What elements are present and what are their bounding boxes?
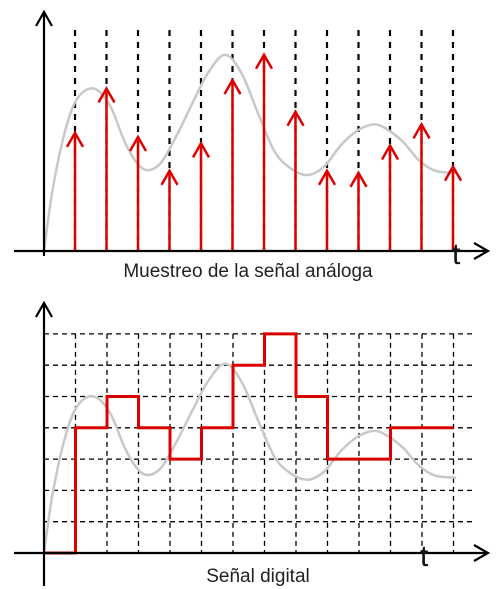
sample-arrowhead [191,140,211,159]
top-t-label: t [452,238,461,271]
sample-arrowhead [254,52,274,70]
bottom-digital-signal [44,332,454,555]
bottom-analog-signal [42,362,457,554]
sample-arrowhead [349,170,368,188]
top-x-arrowhead [473,242,491,260]
top-samples [65,52,463,251]
top-analog-signal [42,53,457,252]
bottom-y-arrowhead [35,300,53,318]
sample-arrowhead [286,109,305,127]
top-caption: Muestreo de la señal análoga [123,261,373,282]
top-y-arrowhead [35,9,53,27]
sample-arrowhead [380,142,400,161]
bottom-panel: t Señal digital [14,300,491,587]
sample-arrowhead [443,164,463,182]
sample-arrowhead [97,86,116,104]
sample-arrowhead [65,130,85,148]
sample-arrowhead [223,77,242,95]
top-panel: t Muestreo de la señal análoga [14,9,491,282]
sample-arrowhead [317,168,337,186]
sample-arrowhead [128,134,148,152]
bottom-x-arrowhead [473,544,491,562]
top-axes [14,9,491,260]
bottom-t-label: t [420,540,429,573]
bottom-axes [14,300,491,586]
bottom-quantization-grid [44,333,472,553]
bottom-caption: Señal digital [206,566,310,587]
sample-arrowhead [412,121,431,140]
sample-arrowhead [160,168,179,186]
